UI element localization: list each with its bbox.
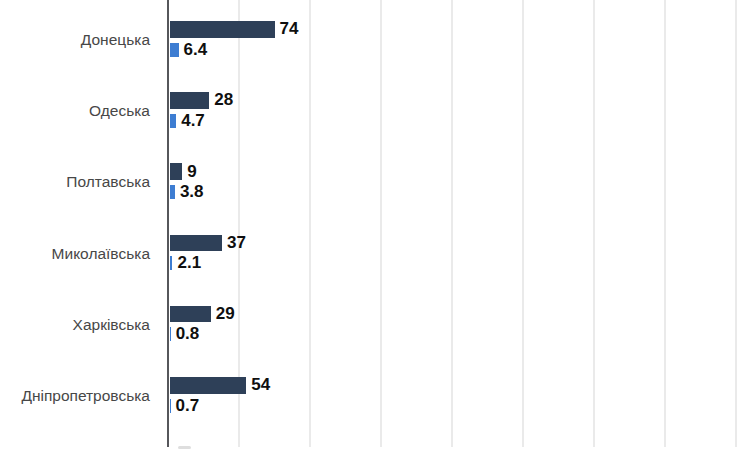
category-label: Одеська [0,101,150,121]
gridline [593,0,595,447]
gridline [735,0,737,447]
primary-bar [170,163,183,180]
category-label: Харківська [0,315,150,335]
primary-value-label: 29 [216,304,235,324]
primary-value-label: 9 [187,162,196,182]
category-label: Донецька [0,30,150,50]
secondary-bar [170,399,171,413]
gridline [664,0,666,447]
primary-value-label: 54 [251,375,270,395]
gridline [380,0,382,447]
secondary-value-label: 2.1 [177,253,201,273]
primary-bar [170,235,223,252]
primary-value-label: 74 [280,19,299,39]
gridline [522,0,524,447]
category-label: Полтавська [0,172,150,192]
primary-bar [170,21,275,38]
secondary-value-label: 4.7 [181,111,205,131]
primary-value-label: 37 [227,233,246,253]
secondary-value-label: 6.4 [184,40,208,60]
secondary-bar [170,256,173,270]
category-label: Дніпропетровська [0,386,150,406]
primary-bar [170,92,210,109]
secondary-bar [170,185,175,199]
gridline [309,0,311,447]
secondary-bar [170,114,177,128]
primary-bar [170,377,247,394]
primary-value-label: 28 [214,90,233,110]
secondary-value-label: 3.8 [180,182,204,202]
secondary-value-label: 0.7 [176,396,200,416]
primary-bar [170,306,211,323]
bar-chart: Донецька 74 6.4 Одеська 28 4.7 Полтавська 93.8 М… [0,0,750,450]
category-label: Миколаївська [0,244,150,264]
secondary-bar [170,43,179,57]
secondary-value-label: 0.8 [176,324,200,344]
gridline [451,0,453,447]
secondary-bar [170,327,171,341]
clipped-axis-label-artifact [178,446,191,449]
